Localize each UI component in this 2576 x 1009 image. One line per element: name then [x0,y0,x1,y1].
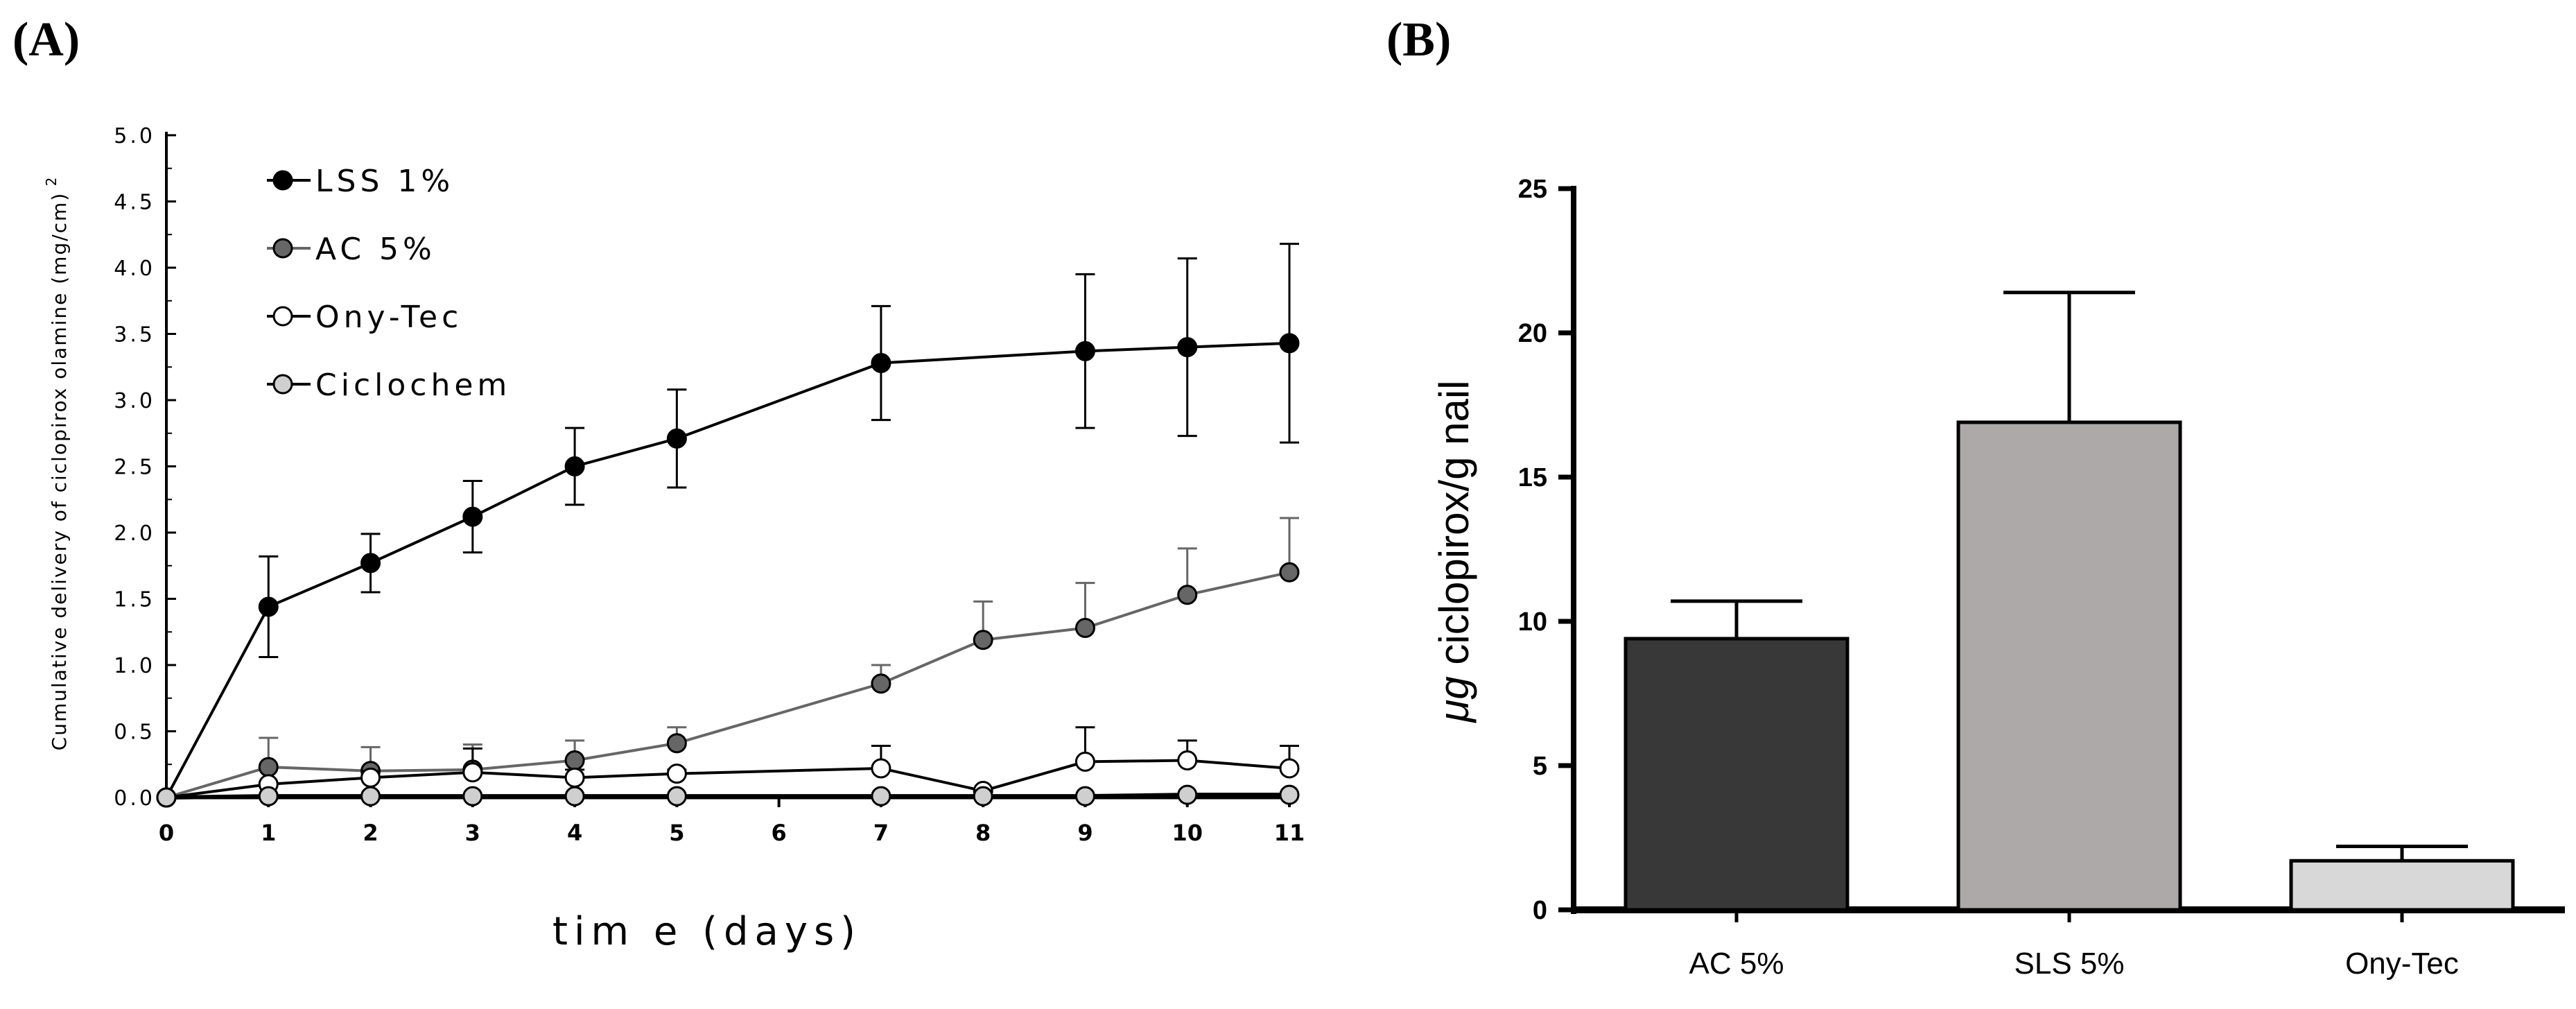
y-tick-label: 20 [1518,319,1547,348]
data-point [1177,337,1198,358]
legend-label: Ony-Tec [315,300,462,335]
data-point [1074,340,1095,361]
data-point [564,786,585,807]
bar-ac-5- [1624,637,1850,912]
data-point [1177,784,1198,805]
bar-ony-tec [2289,859,2515,912]
y-tick-label: 5.0 [114,124,155,148]
y-tick-label: 3.0 [114,389,155,413]
y-tick-label: 10 [1518,607,1547,637]
y-tick-label: 0.5 [114,721,155,745]
chart-a-line-plot: 0.0 0.5 1.0 1.5 2.0 2.5 3.0 3.5 4.0 4.5 5.0 0 1 2 3 4 5 6… [43,124,1305,954]
data-point [1177,585,1198,605]
data-point [666,786,687,807]
x-tick-label: 9 [1077,820,1093,846]
data-point [462,762,483,783]
series-1 [156,517,1300,808]
y-axis-title: μg ciclopirox/g nail [1431,380,1477,723]
data-point [973,786,993,807]
data-point [564,456,585,476]
y-tick-label: 1.5 [114,588,155,612]
data-point [666,733,687,754]
data-point [973,630,993,650]
y-tick-label: 2.0 [114,521,155,546]
x-tick-label: 2 [363,820,378,846]
y-tick-label: 4.5 [114,191,155,215]
bar-sls-5- [1956,420,2182,912]
x-category-label: Ony-Tec [2345,947,2459,981]
data-point [666,428,687,449]
x-tick-label: 4 [567,820,582,846]
x-tick-label: 5 [669,820,684,846]
y-tick-label: 2.5 [114,456,155,480]
panel-a-label: (A) [12,13,80,67]
y-tick-label: 0 [1533,896,1547,925]
x-category-label: SLS 5% [2014,947,2125,981]
series-3 [156,784,1300,808]
y-tick-label: 15 [1518,463,1547,492]
data-point [462,786,483,807]
x-tick-label: 1 [261,820,276,846]
data-point [871,786,891,807]
x-tick-label: 11 [1274,820,1305,846]
data-point [360,553,381,574]
x-tick-label: 8 [975,820,991,846]
x-axis-title: tim e (days) [552,909,862,954]
x-category-label: AC 5% [1689,947,1784,981]
data-point [360,786,381,807]
y-axis-title: Cumulative delivery of ciclopirox olamin… [43,176,71,751]
data-point [1074,786,1095,807]
data-point [666,764,687,784]
data-point [1279,758,1300,779]
y-tick-label: 3.5 [114,323,155,347]
data-point [1279,333,1300,354]
legend-marker [272,306,293,327]
data-point [1279,562,1300,583]
legend-label: AC 5% [315,232,436,267]
y-tick-label: 5 [1533,752,1547,781]
x-tick-label: 0 [159,820,174,846]
data-point [462,506,483,527]
data-point [871,758,891,779]
legend-label: LSS 1% [315,164,454,199]
x-tick-label: 10 [1172,820,1203,846]
y-tick-label: 25 [1518,175,1547,204]
panel-b-label: (B) [1386,13,1452,67]
legend-label: Ciclochem [315,368,511,403]
data-point [258,596,279,617]
data-point [1074,751,1095,772]
y-tick-label: 0.0 [114,786,155,811]
y-tick-label: 1.0 [114,654,155,678]
data-point [1177,750,1198,771]
data-point [871,353,891,374]
series-line [165,341,1290,798]
data-point [1074,618,1095,639]
data-point [871,673,891,694]
data-point [258,786,279,807]
x-tick-label: 6 [772,820,787,846]
y-tick-label: 4.0 [114,257,155,281]
legend-marker [272,374,293,395]
data-point [156,787,177,808]
legend-marker [272,170,293,191]
data-point [1279,784,1300,805]
legend-marker [272,238,293,259]
x-tick-label: 7 [873,820,889,846]
x-tick-label: 3 [465,820,480,846]
